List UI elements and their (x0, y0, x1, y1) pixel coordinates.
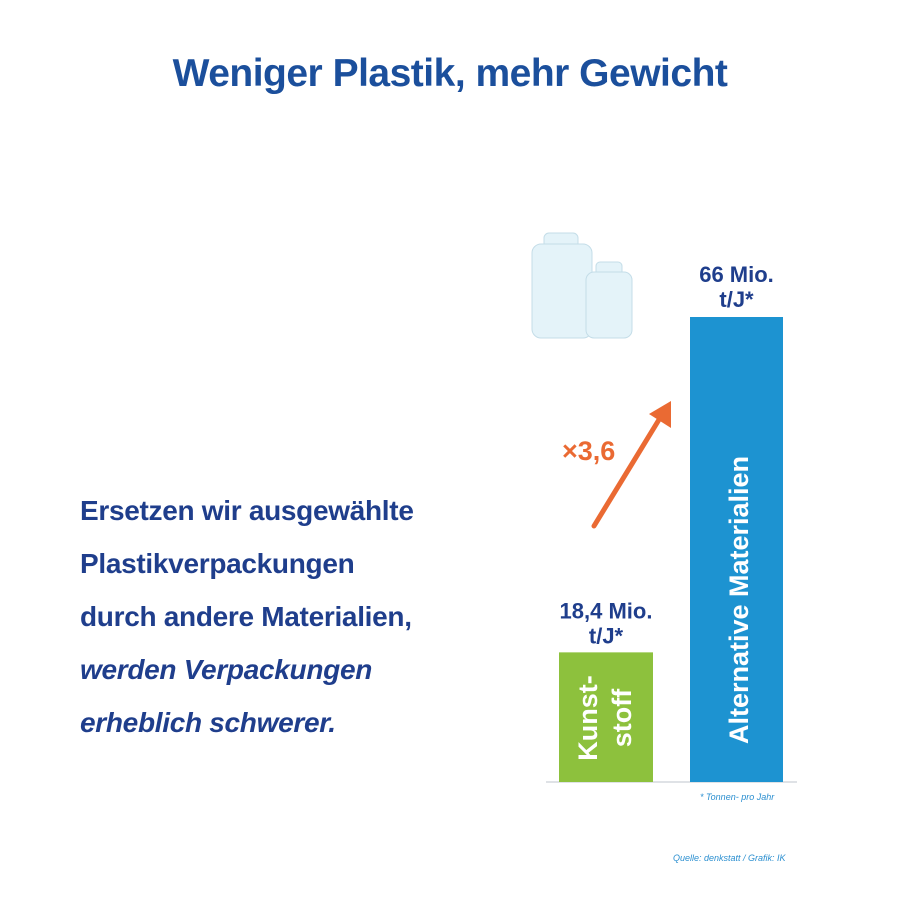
multiplier-label: ×3,6 (562, 436, 615, 466)
value-label-kunststoff: t/J* (589, 623, 624, 648)
bar-kunststoff (559, 652, 653, 782)
bar-label-kunststoff: stoff (607, 688, 637, 747)
bar-alternative-materialien (690, 317, 783, 782)
body-text: Ersetzen wir ausgewählte Plastikverpacku… (80, 484, 500, 749)
source-credit: Quelle: denkstatt / Grafik: IK (673, 853, 786, 863)
bar-label-kunststoff: Kunst- (573, 675, 603, 760)
weights-icon (531, 232, 633, 339)
chart-title: Weniger Plastik, mehr Gewicht (172, 52, 728, 95)
body-line-emphasis: erheblich schwerer. (80, 707, 336, 738)
body-line-emphasis: werden Verpackungen (80, 654, 373, 685)
body-line: Plastikverpackungen (80, 548, 355, 579)
value-label-alternative: 66 Mio. (699, 262, 774, 287)
body-line: durch andere Materialien, (80, 601, 412, 632)
growth-arrow-icon (591, 401, 671, 529)
bar-label-alternative: Alternative Materialien (724, 456, 754, 744)
value-label-kunststoff: 18,4 Mio. (560, 598, 653, 623)
body-line: Ersetzen wir ausgewählte (80, 495, 414, 526)
footnote: * Tonnen- pro Jahr (700, 792, 775, 802)
value-label-alternative: t/J* (719, 287, 754, 312)
